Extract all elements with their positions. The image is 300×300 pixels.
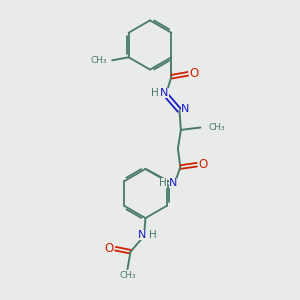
Text: O: O xyxy=(190,67,199,80)
Text: H: H xyxy=(151,88,158,98)
Text: N: N xyxy=(138,230,147,240)
Text: H: H xyxy=(148,230,156,240)
Text: O: O xyxy=(199,158,208,171)
Text: O: O xyxy=(104,242,113,255)
Text: N: N xyxy=(181,104,190,114)
Text: N: N xyxy=(160,88,169,98)
Text: CH₃: CH₃ xyxy=(209,123,225,132)
Text: CH₃: CH₃ xyxy=(90,56,107,65)
Text: CH₃: CH₃ xyxy=(119,271,136,280)
Text: H: H xyxy=(159,178,167,188)
Text: N: N xyxy=(169,178,177,188)
